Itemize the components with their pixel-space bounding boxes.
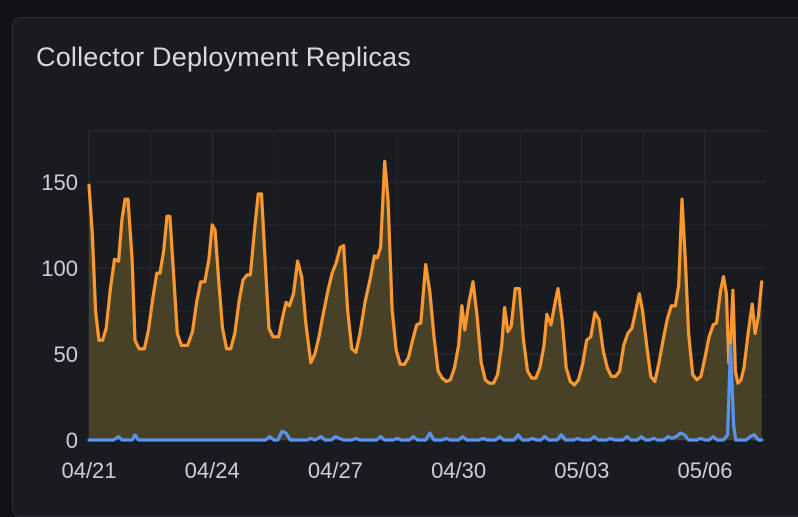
series-layer bbox=[87, 159, 764, 442]
y-tick-label: 50 bbox=[54, 342, 78, 367]
x-tick-label: 04/24 bbox=[185, 458, 240, 483]
x-tick-label: 05/06 bbox=[677, 458, 732, 483]
series-0-area bbox=[89, 161, 762, 440]
x-tick-label: 05/03 bbox=[554, 458, 609, 483]
line-chart: 0 50 100 150 04/21 04/24 04/27 04/30 05/03 05/06 bbox=[41, 130, 766, 483]
y-tick-label: 0 bbox=[66, 428, 78, 453]
x-tick-label: 04/27 bbox=[308, 458, 363, 483]
y-tick-label: 100 bbox=[41, 256, 78, 281]
panel-title: Collector Deployment Replicas bbox=[36, 42, 411, 72]
series-0-line bbox=[87, 159, 764, 387]
series-1-line bbox=[87, 343, 764, 442]
x-tick-label: 04/30 bbox=[431, 458, 486, 483]
x-tick-label: 04/21 bbox=[61, 458, 116, 483]
y-tick-label: 150 bbox=[41, 170, 78, 195]
axis-labels: 0 50 100 150 04/21 04/24 04/27 04/30 05/03 05/06 bbox=[41, 170, 732, 483]
